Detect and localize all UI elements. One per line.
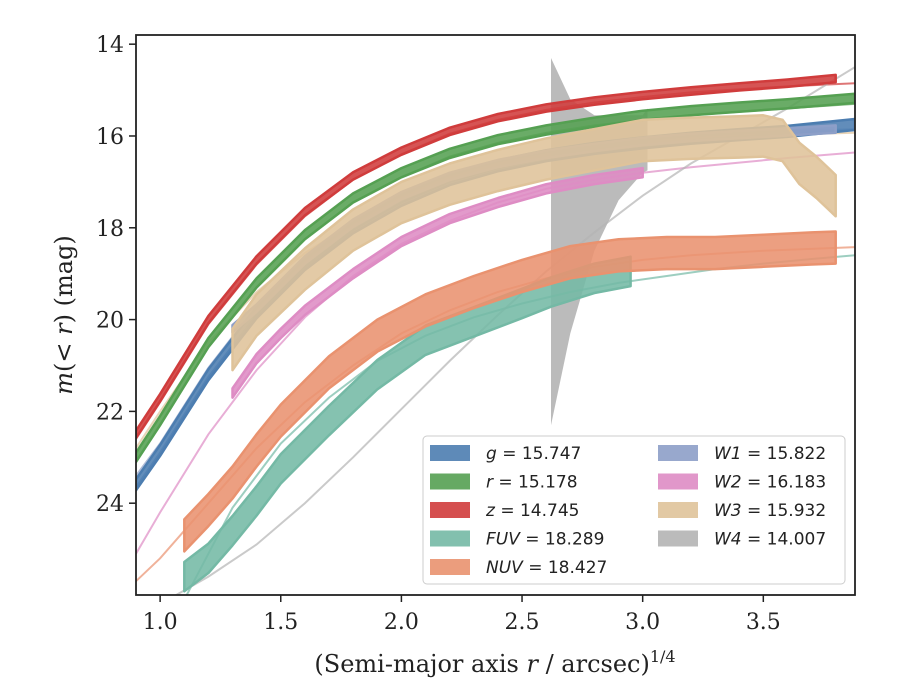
y-tick-label: 18 — [96, 217, 124, 242]
legend-label-z: z = 14.745 — [485, 501, 579, 521]
x-axis-label: (Semi-major axis r / arcsec)1/4 — [314, 647, 675, 678]
plot-frame — [135, 34, 856, 596]
series-W3-profile — [231, 114, 837, 372]
y-tick-label: 16 — [96, 125, 124, 150]
legend-swatch-z — [430, 502, 470, 518]
legend-swatch-W2 — [658, 473, 698, 490]
y-tick-label: 14 — [96, 33, 124, 58]
x-tick-label: 3.0 — [625, 610, 660, 635]
legend: g = 15.747 r = 15.178 z = 14.745 FUV = 18.2… — [422, 435, 846, 585]
legend-label-FUV: FUV = 18.289 — [486, 530, 604, 550]
legend-label-W3: W3 = 15.932 — [714, 501, 826, 521]
x-axis-ticks: 1.0 1.5 2.0 2.5 3.0 3.5 — [143, 595, 781, 635]
legend-label-W4: W4 = 14.007 — [714, 530, 826, 550]
series-FUV-profile — [183, 255, 632, 593]
x-tick-label: 3.5 — [746, 610, 781, 635]
x-tick-label: 2.0 — [384, 610, 419, 635]
y-tick-label: 22 — [96, 400, 124, 425]
legend-swatch-W3 — [658, 502, 698, 518]
legend-swatch-W4 — [658, 530, 698, 547]
series-z-profile — [136, 73, 837, 440]
series-W2-profile — [231, 166, 644, 399]
plot-area — [136, 58, 855, 595]
legend-label-W2: W2 = 16.183 — [714, 473, 826, 493]
legend-label-W1: W1 = 15.822 — [714, 444, 826, 464]
x-tick-label: 1.0 — [143, 610, 178, 635]
legend-swatch-r — [430, 473, 470, 490]
series-NUV-profile — [183, 230, 837, 553]
legend-swatch-W1 — [658, 445, 698, 461]
y-axis-label: m(< r) (mag) — [50, 235, 78, 395]
y-axis-ticks: 14 16 18 20 22 24 — [96, 33, 136, 517]
legend-swatch-FUV — [430, 530, 470, 547]
legend-box — [422, 435, 846, 585]
legend-swatch-g — [430, 445, 470, 461]
x-tick-label: 1.5 — [263, 610, 298, 635]
legend-label-g: g = 15.747 — [486, 444, 581, 464]
series-r-profile — [136, 92, 855, 464]
x-tick-label: 2.5 — [505, 610, 540, 635]
y-tick-label: 24 — [96, 492, 124, 517]
legend-label-NUV: NUV = 18.427 — [486, 558, 607, 578]
legend-swatch-NUV — [430, 559, 470, 575]
y-tick-label: 20 — [96, 309, 124, 334]
legend-label-r: r = 15.178 — [486, 473, 578, 493]
